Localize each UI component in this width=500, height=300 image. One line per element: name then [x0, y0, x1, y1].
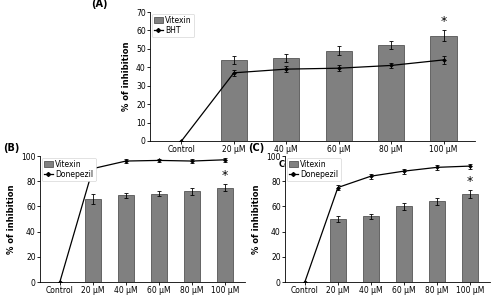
Bar [118, 195, 134, 282]
Bar [429, 201, 446, 282]
Legend: Vitexin, Donepezil: Vitexin, Donepezil [42, 158, 96, 181]
Y-axis label: % of inhibition: % of inhibition [7, 184, 16, 254]
Legend: Vitexin, BHT: Vitexin, BHT [152, 14, 194, 37]
Y-axis label: % of inhibition: % of inhibition [122, 42, 130, 111]
Bar [326, 51, 352, 141]
Bar [273, 58, 299, 141]
Bar [184, 191, 200, 282]
Text: (C): (C) [248, 143, 264, 154]
X-axis label: Concentration: Concentration [279, 160, 346, 169]
Legend: Vitexin, Donepezil: Vitexin, Donepezil [286, 158, 341, 181]
Bar [151, 194, 168, 282]
Y-axis label: % of inhibition: % of inhibition [252, 184, 261, 254]
Bar [430, 36, 456, 141]
Text: (B): (B) [3, 143, 20, 154]
Bar [217, 188, 234, 282]
Text: *: * [222, 169, 228, 182]
Bar [84, 199, 101, 282]
Bar [221, 60, 247, 141]
Text: *: * [440, 15, 446, 28]
Bar [462, 194, 478, 282]
Bar [362, 217, 379, 282]
Text: (A): (A) [92, 0, 108, 9]
Bar [396, 206, 412, 282]
Bar [330, 219, 346, 282]
Text: *: * [467, 175, 473, 188]
Bar [378, 45, 404, 141]
